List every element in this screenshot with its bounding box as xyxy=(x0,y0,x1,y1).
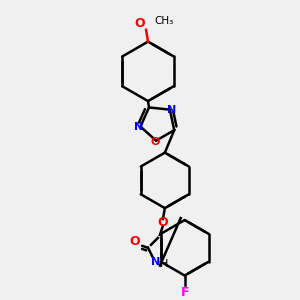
Text: CH₃: CH₃ xyxy=(154,16,173,26)
Text: N: N xyxy=(134,122,143,132)
Text: O: O xyxy=(150,136,160,147)
Text: N: N xyxy=(167,105,176,115)
Text: N: N xyxy=(151,257,160,267)
Text: H: H xyxy=(160,259,168,269)
Text: O: O xyxy=(135,17,146,30)
Text: F: F xyxy=(180,286,189,299)
Text: O: O xyxy=(158,215,168,229)
Text: O: O xyxy=(130,235,140,248)
